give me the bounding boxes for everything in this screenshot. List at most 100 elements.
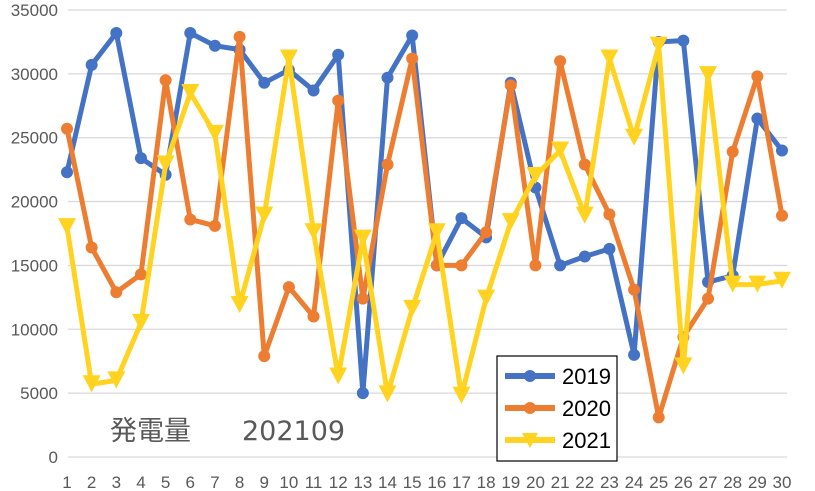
data-point [156, 155, 175, 173]
x-tick-label: 7 [210, 473, 219, 491]
y-tick-label: 10000 [11, 320, 58, 339]
data-point [526, 167, 545, 185]
data-point [356, 292, 369, 305]
data-point [110, 286, 123, 299]
x-tick-label: 30 [773, 473, 792, 491]
data-point [205, 124, 224, 142]
data-point [307, 310, 320, 323]
x-tick-label: 6 [186, 473, 195, 491]
x-tick-label: 26 [674, 473, 693, 491]
data-point [578, 250, 591, 263]
data-point [258, 76, 271, 89]
data-point [208, 219, 221, 232]
data-point [406, 29, 419, 42]
data-point [356, 387, 369, 400]
data-point [603, 208, 616, 221]
y-tick-label: 25000 [11, 129, 58, 148]
data-point [649, 36, 668, 54]
data-point [773, 271, 791, 289]
data-point [307, 84, 320, 97]
data-point [674, 357, 693, 375]
annotation-period: 202109 [242, 416, 345, 447]
data-point [578, 158, 591, 171]
data-point [504, 79, 517, 92]
data-point [110, 26, 123, 39]
series-line [64, 30, 784, 396]
triangle-marker-icon [522, 433, 538, 448]
legend-item-2019: 2019 [505, 364, 611, 389]
data-point [381, 71, 394, 84]
data-point [477, 289, 496, 307]
data-point [58, 218, 76, 236]
x-tick-label: 9 [260, 473, 269, 491]
data-point [332, 94, 345, 107]
x-tick-label: 1 [62, 473, 71, 491]
series-lines [58, 26, 791, 424]
data-point [406, 52, 419, 65]
data-point [230, 296, 249, 314]
data-point [233, 30, 246, 43]
data-point [628, 283, 641, 296]
data-point [184, 26, 197, 39]
series-2021 [58, 36, 791, 404]
data-point [258, 350, 271, 363]
data-point [628, 348, 641, 361]
data-point [726, 145, 739, 158]
data-point [625, 128, 644, 146]
data-point [181, 84, 200, 102]
y-tick-label: 30000 [11, 65, 58, 84]
x-tick-label: 10 [279, 473, 298, 491]
data-point [776, 144, 788, 157]
y-axis: 0 5000 10000 15000 20000 25000 30000 35000 [11, 1, 58, 467]
y-tick-label: 0 [49, 448, 58, 467]
data-point [279, 49, 298, 67]
x-tick-label: 18 [477, 473, 496, 491]
gridlines [68, 9, 787, 458]
x-tick-label: 28 [723, 473, 742, 491]
y-tick-label: 35000 [11, 1, 58, 20]
data-point [455, 212, 468, 225]
data-point [723, 275, 742, 293]
data-point [184, 213, 197, 226]
y-tick-label: 20000 [11, 193, 58, 212]
data-point [61, 166, 73, 179]
circle-marker-icon [524, 402, 536, 414]
legend-label-2019: 2019 [562, 364, 611, 389]
data-point [480, 226, 493, 239]
data-point [282, 281, 295, 294]
data-point [159, 74, 172, 87]
y-tick-label: 15000 [11, 256, 58, 275]
legend-item-2020: 2020 [505, 396, 611, 421]
x-tick-label: 29 [748, 473, 767, 491]
y-tick-label: 5000 [20, 384, 58, 403]
x-tick-label: 21 [551, 473, 570, 491]
x-tick-label: 14 [378, 473, 397, 491]
data-point [699, 66, 718, 84]
data-point [776, 209, 788, 222]
data-point [751, 70, 764, 83]
annotation-label: 発電量 [110, 416, 191, 447]
data-point [85, 58, 98, 71]
data-point [554, 259, 567, 272]
data-point [677, 34, 690, 47]
x-tick-label: 13 [353, 473, 372, 491]
x-tick-label: 11 [305, 473, 323, 491]
data-point [702, 292, 715, 305]
data-point [403, 299, 422, 317]
data-point [455, 259, 468, 272]
data-point [85, 241, 98, 254]
data-point [134, 268, 147, 281]
x-tick-label: 19 [501, 473, 520, 491]
x-tick-label: 25 [649, 473, 668, 491]
data-point [304, 223, 323, 241]
x-tick-label: 4 [136, 473, 145, 491]
data-point [107, 371, 126, 389]
data-point [134, 152, 147, 165]
x-tick-label: 2 [87, 473, 96, 491]
data-point [603, 242, 616, 255]
x-tick-label: 8 [235, 473, 244, 491]
data-point [381, 158, 394, 171]
chart-annotation: 発電量 202109 [110, 416, 345, 447]
x-tick-label: 27 [699, 473, 718, 491]
data-point [575, 206, 594, 224]
